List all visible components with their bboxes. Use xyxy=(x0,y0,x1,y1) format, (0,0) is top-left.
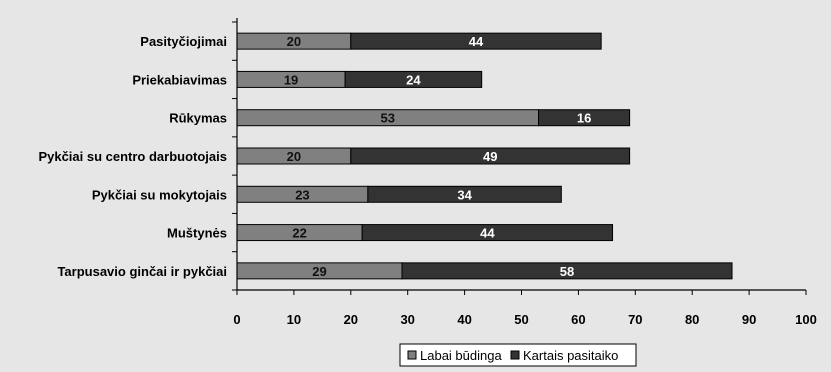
legend-swatch xyxy=(510,350,520,360)
data-label: 20 xyxy=(287,149,301,164)
data-label: 53 xyxy=(381,111,395,126)
category-label: Rūkymas xyxy=(169,111,227,126)
x-tick-label: 80 xyxy=(685,312,699,327)
data-label: 49 xyxy=(483,149,497,164)
x-tick-label: 40 xyxy=(457,312,471,327)
category-label: Pykčiai su mokytojais xyxy=(92,187,227,202)
category-label: Pasityčiojimai xyxy=(140,34,227,49)
x-tick-label: 30 xyxy=(400,312,414,327)
bar-segment xyxy=(367,185,562,203)
legend-swatch xyxy=(407,350,417,360)
data-label: 58 xyxy=(560,264,574,279)
x-tick-label: 100 xyxy=(795,312,817,327)
data-label: 23 xyxy=(295,187,309,202)
category-label: Tarpusavio ginčai ir pykčiai xyxy=(57,264,227,279)
x-tick-label: 70 xyxy=(628,312,642,327)
data-label: 34 xyxy=(457,187,472,202)
x-tick-label: 10 xyxy=(287,312,301,327)
x-tick-label: 90 xyxy=(742,312,756,327)
x-tick-label: 20 xyxy=(344,312,358,327)
bar-segment xyxy=(361,224,614,242)
category-label: Pykčiai su centro darbuotojais xyxy=(38,149,227,164)
category-label: Priekabiavimas xyxy=(132,72,227,87)
data-label: 44 xyxy=(480,226,495,241)
data-label: 44 xyxy=(469,34,484,49)
x-tick-label: 0 xyxy=(233,312,240,327)
axes-layer: Pasityčiojimai Priekabiavimas Rūkymas Pykči… xyxy=(38,18,817,327)
legend-label: Kartais pasitaiko xyxy=(523,348,618,363)
category-label: Muštynės xyxy=(167,226,227,241)
x-tick-label: 60 xyxy=(571,312,585,327)
data-label: 16 xyxy=(577,111,591,126)
bar-segment xyxy=(401,262,733,280)
bar-segment xyxy=(344,70,483,88)
bar-segment xyxy=(350,147,631,165)
bars-layer: 20 44 19 24 53 16 20 49 23 34 22 44 29 58 xyxy=(236,32,733,280)
x-tick-label: 50 xyxy=(514,312,528,327)
data-label: 20 xyxy=(287,34,301,49)
legend: Labai būdinga Kartais pasitaiko xyxy=(399,343,637,367)
legend-label: Labai būdinga xyxy=(420,348,502,363)
bar-segment xyxy=(350,32,602,50)
data-label: 19 xyxy=(284,72,298,87)
bar-segment xyxy=(538,109,631,127)
data-label: 24 xyxy=(406,72,421,87)
data-label: 22 xyxy=(292,226,306,241)
data-label: 29 xyxy=(312,264,326,279)
